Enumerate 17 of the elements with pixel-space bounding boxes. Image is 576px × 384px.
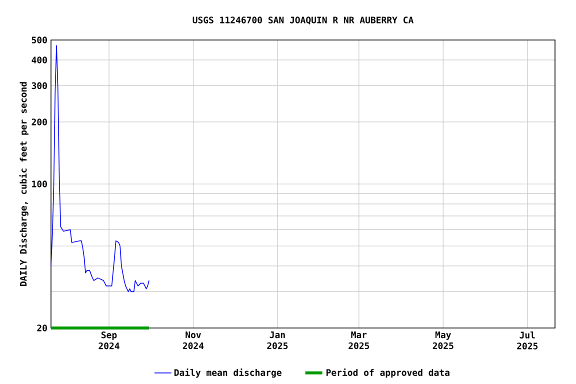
x-tick-label: May 2025	[432, 332, 454, 350]
line-series	[50, 45, 150, 292]
y-tick-label: 100	[32, 180, 47, 188]
x-tick-label: Mar 2025	[348, 332, 370, 350]
legend-label: Daily mean discharge	[174, 368, 282, 378]
legend-label: Period of approved data	[326, 368, 450, 378]
x-tick-label: Jan 2025	[267, 332, 288, 350]
x-tick-label: Nov 2024	[182, 332, 204, 350]
y-axis-title: DAILY Discharge, cubic feet per second	[19, 82, 28, 286]
x-tick-label: Sep 2024	[98, 332, 120, 350]
y-tick-label: 200	[32, 118, 47, 126]
y-tick-label: 20	[37, 324, 47, 332]
x-tick-label: Jul 2025	[517, 332, 538, 350]
y-tick-label: 400	[32, 56, 47, 64]
chart-title: USGS 11246700 SAN JOAQUIN R NR AUBERRY CA	[192, 16, 414, 24]
y-tick-label: 500	[32, 36, 47, 44]
y-tick-label: 300	[32, 82, 47, 90]
